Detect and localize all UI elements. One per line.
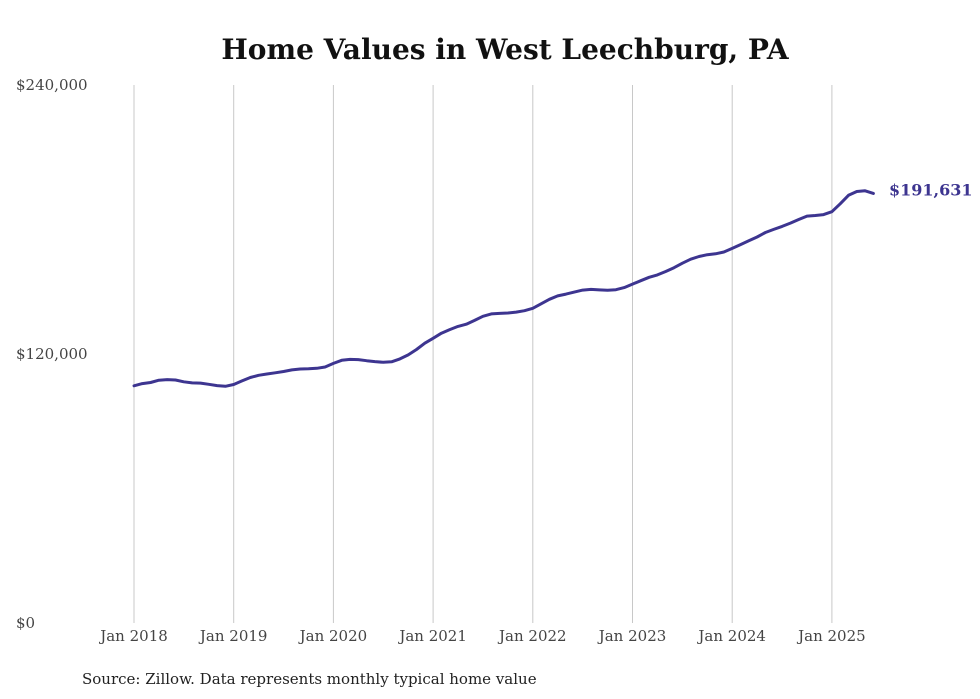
x-tick-label: Jan 2021 — [397, 627, 467, 645]
x-tick-label: Jan 2024 — [696, 627, 766, 645]
chart-title: Home Values in West Leechburg, PA — [221, 33, 790, 66]
y-tick-label: $240,000 — [16, 76, 88, 94]
x-tick-label: Jan 2019 — [198, 627, 268, 645]
x-tick-label: Jan 2023 — [597, 627, 667, 645]
y-tick-label: $120,000 — [16, 345, 88, 363]
x-tick-label: Jan 2018 — [98, 627, 168, 645]
x-axis: Jan 2018 Jan 2019 Jan 2020 Jan 2021 Jan 2022… — [98, 627, 865, 645]
series-layer: $191,631 — [132, 180, 973, 388]
x-tick-label: Jan 2022 — [497, 627, 567, 645]
y-axis: $0 $120,000 $240,000 — [16, 76, 88, 632]
end-value-label: $191,631 — [889, 180, 973, 199]
x-tick-label: Jan 2025 — [796, 627, 866, 645]
grid-layer — [133, 85, 833, 623]
source-note: Source: Zillow. Data represents monthly … — [82, 670, 537, 688]
series-line — [132, 189, 875, 388]
x-tick-label: Jan 2020 — [298, 627, 368, 645]
y-tick-label: $0 — [16, 614, 35, 632]
